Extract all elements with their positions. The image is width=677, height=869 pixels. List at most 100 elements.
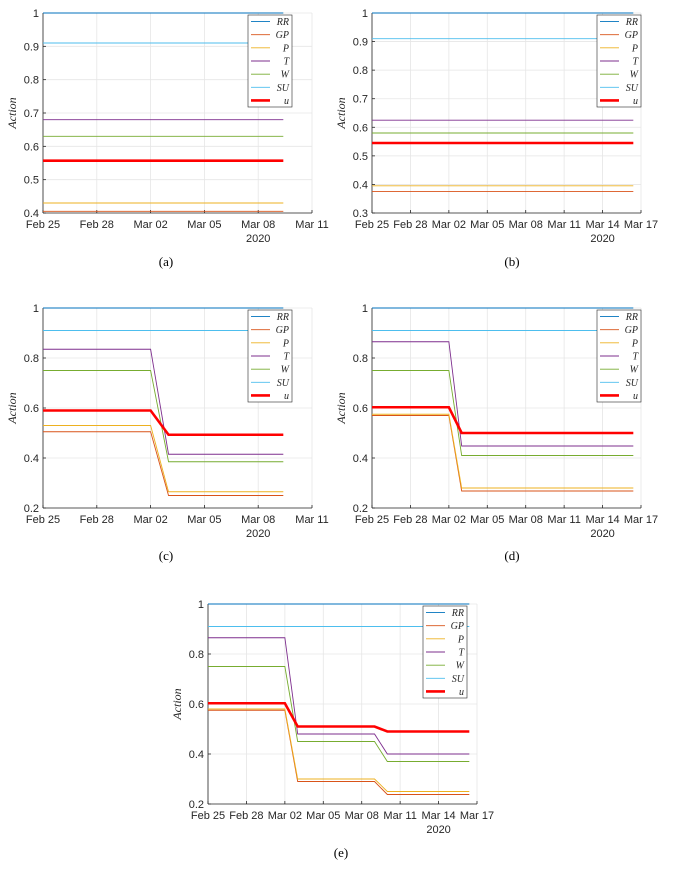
legend-label-u: u — [633, 391, 638, 402]
legend-label-rr: RR — [451, 608, 464, 619]
y-tick-label: 0.2 — [353, 503, 368, 515]
y-tick-label: 0.7 — [24, 108, 39, 120]
y-tick-label: 1 — [362, 8, 368, 20]
x-year-label: 2020 — [426, 824, 450, 836]
chart-panel: 0.3 0.4 0.5 0.6 0.7 0.8 0.9 1 Feb 25 Feb 28 Mar 02… — [334, 8, 658, 269]
panel-caption: (b) — [504, 254, 519, 269]
series-line-t — [208, 637, 470, 755]
y-axis-label: Action — [334, 392, 348, 424]
x-tick-label: Feb 25 — [26, 219, 60, 231]
y-axis-label: Action — [170, 688, 184, 720]
legend: RR GP PTW SU u — [422, 605, 468, 699]
legend-label-u: u — [633, 96, 638, 107]
y-tick-label: 0.2 — [189, 799, 204, 811]
series-line-t — [43, 348, 284, 455]
legend: RR GP PTW SU u — [596, 14, 642, 108]
chart-panel: 0.2 0.4 0.6 0.8 1 Feb 25 Feb 28 Mar 02 Mar 05 Mar… — [334, 303, 658, 563]
legend-label-p: P — [282, 43, 289, 54]
y-tick-label: 0.9 — [353, 37, 368, 49]
y-tick-label: 0.7 — [353, 94, 368, 106]
y-axis-label: Action — [5, 97, 19, 129]
y-tick-label: 0.4 — [353, 179, 368, 191]
legend-label-u: u — [459, 687, 464, 698]
y-tick-label: 0.6 — [353, 122, 368, 134]
x-tick-label: Mar 08 — [241, 514, 275, 526]
x-tick-label: Mar 11 — [547, 514, 580, 526]
series-line-u — [372, 405, 634, 435]
legend-label-p: P — [631, 338, 638, 349]
y-tick-label: 0.4 — [24, 453, 39, 465]
x-tick-label: Mar 08 — [345, 810, 379, 822]
legend-label-w: W — [630, 365, 640, 376]
y-axis-label: Action — [334, 97, 348, 129]
y-tick-label: 0.6 — [353, 403, 368, 415]
legend: RR GP PTW SU u — [247, 309, 293, 403]
y-tick-label: 1 — [33, 8, 39, 20]
series-line-w — [43, 370, 284, 463]
series-line-t — [372, 341, 634, 447]
x-tick-label: Mar 17 — [624, 219, 658, 231]
x-year-label: 2020 — [246, 528, 270, 540]
x-year-label: 2020 — [590, 233, 614, 245]
series-line-p — [208, 708, 470, 792]
x-tick-label: Mar 11 — [295, 219, 328, 231]
legend-label-w: W — [630, 70, 640, 81]
x-tick-label: Mar 05 — [187, 514, 221, 526]
legend-label-u: u — [284, 96, 289, 107]
series-line-w — [372, 370, 634, 456]
y-tick-label: 0.8 — [353, 353, 368, 365]
y-tick-label: 1 — [362, 303, 368, 315]
legend-label-t: T — [632, 57, 639, 68]
chart-panel: 0.2 0.4 0.6 0.8 1 Feb 25 Feb 28 Mar 02 Mar 05 Mar… — [5, 303, 329, 563]
x-tick-label: Feb 28 — [393, 219, 427, 231]
y-tick-label: 0.8 — [24, 353, 39, 365]
legend-label-su: SU — [452, 674, 465, 685]
plot-area — [372, 13, 641, 213]
x-tick-label: Mar 14 — [585, 219, 619, 231]
x-tick-label: Mar 02 — [133, 219, 167, 231]
y-tick-label: 0.8 — [24, 75, 39, 87]
x-tick-label: Feb 28 — [393, 514, 427, 526]
y-tick-label: 1 — [198, 599, 204, 611]
legend-label-p: P — [457, 634, 464, 645]
y-tick-label: 0.4 — [189, 749, 204, 761]
y-tick-label: 0.9 — [24, 41, 39, 53]
legend-label-w: W — [456, 661, 466, 672]
y-tick-label: 0.4 — [24, 208, 39, 220]
x-tick-label: Mar 11 — [383, 810, 416, 822]
y-axis-label: Action — [5, 392, 19, 424]
y-tick-label: 0.8 — [353, 65, 368, 77]
x-tick-label: Mar 02 — [432, 514, 466, 526]
x-tick-label: Mar 08 — [241, 219, 275, 231]
x-tick-label: Feb 25 — [355, 514, 389, 526]
y-tick-label: 0.6 — [24, 403, 39, 415]
series-line-p — [372, 413, 634, 489]
legend-label-t: T — [283, 57, 290, 68]
x-tick-label: Feb 28 — [229, 810, 263, 822]
y-tick-label: 1 — [33, 303, 39, 315]
x-tick-label: Feb 28 — [80, 514, 114, 526]
x-tick-label: Mar 05 — [470, 219, 504, 231]
legend-label-su: SU — [626, 83, 639, 94]
series-line-p — [43, 425, 284, 493]
legend-label-gp: GP — [625, 325, 638, 336]
y-tick-label: 0.6 — [189, 699, 204, 711]
legend-label-gp: GP — [625, 30, 638, 41]
x-tick-label: Feb 25 — [191, 810, 225, 822]
x-tick-label: Mar 11 — [295, 514, 328, 526]
series-line-gp — [43, 431, 284, 496]
series-line-gp — [208, 709, 470, 795]
x-tick-label: Mar 08 — [509, 514, 543, 526]
y-tick-label: 0.4 — [353, 453, 368, 465]
x-year-label: 2020 — [246, 233, 270, 245]
panel-caption: (d) — [504, 548, 519, 563]
legend-label-gp: GP — [276, 325, 289, 336]
x-tick-label: Feb 28 — [80, 219, 114, 231]
legend-label-t: T — [458, 648, 465, 659]
legend-label-rr: RR — [276, 312, 289, 323]
legend-label-w: W — [281, 365, 291, 376]
x-tick-label: Mar 17 — [624, 514, 658, 526]
y-tick-label: 0.3 — [353, 208, 368, 220]
x-tick-label: Mar 02 — [268, 810, 302, 822]
